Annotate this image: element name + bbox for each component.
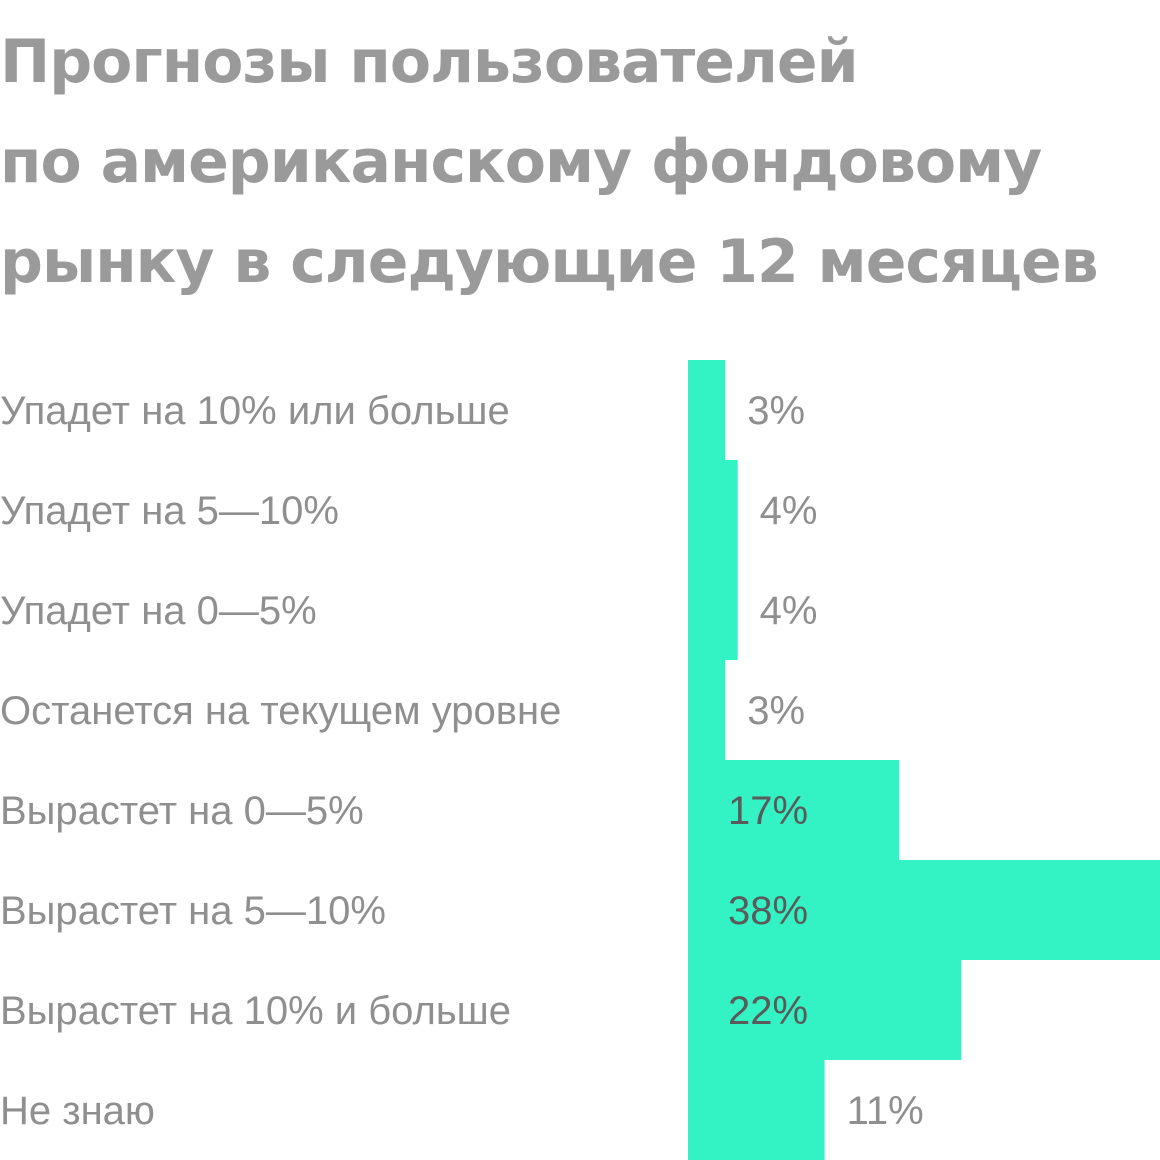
category-label: Вырастет на 5—10% [0, 889, 386, 933]
category-label: Вырастет на 0—5% [0, 789, 364, 833]
category-label: Упадет на 10% или больше [0, 389, 510, 433]
category-label: Упадет на 0—5% [0, 589, 317, 633]
value-label: 3% [747, 389, 805, 433]
value-label: 4% [760, 489, 818, 533]
bar [688, 560, 738, 660]
chart-title-line-2: по американскому фондовому [0, 127, 1042, 197]
value-label: 22% [728, 989, 808, 1033]
bar [688, 960, 962, 1060]
value-label: 4% [760, 589, 818, 633]
bar [688, 360, 726, 460]
chart-title: Прогнозы пользователей по американскому … [0, 12, 1140, 312]
category-label: Вырастет на 10% и больше [0, 989, 511, 1033]
bar [688, 760, 900, 860]
value-label: 17% [728, 789, 808, 833]
category-label: Не знаю [0, 1089, 155, 1133]
value-label: 3% [747, 689, 805, 733]
bar [688, 660, 726, 760]
bar [688, 460, 738, 560]
value-label: 11% [847, 1089, 924, 1133]
chart-title-line-3: рынку в следующие 12 месяцев [0, 227, 1099, 297]
category-label: Упадет на 5—10% [0, 489, 339, 533]
bars-layer [688, 360, 1160, 1160]
category-label: Останется на текущем уровне [0, 689, 561, 733]
value-label: 38% [728, 889, 808, 933]
chart-title-line-1: Прогнозы пользователей [0, 27, 859, 97]
bar [688, 860, 1160, 960]
bar [688, 1060, 825, 1160]
labels-layer: Упадет на 10% или больше 3% Упадет на 5—10… [0, 389, 924, 1133]
